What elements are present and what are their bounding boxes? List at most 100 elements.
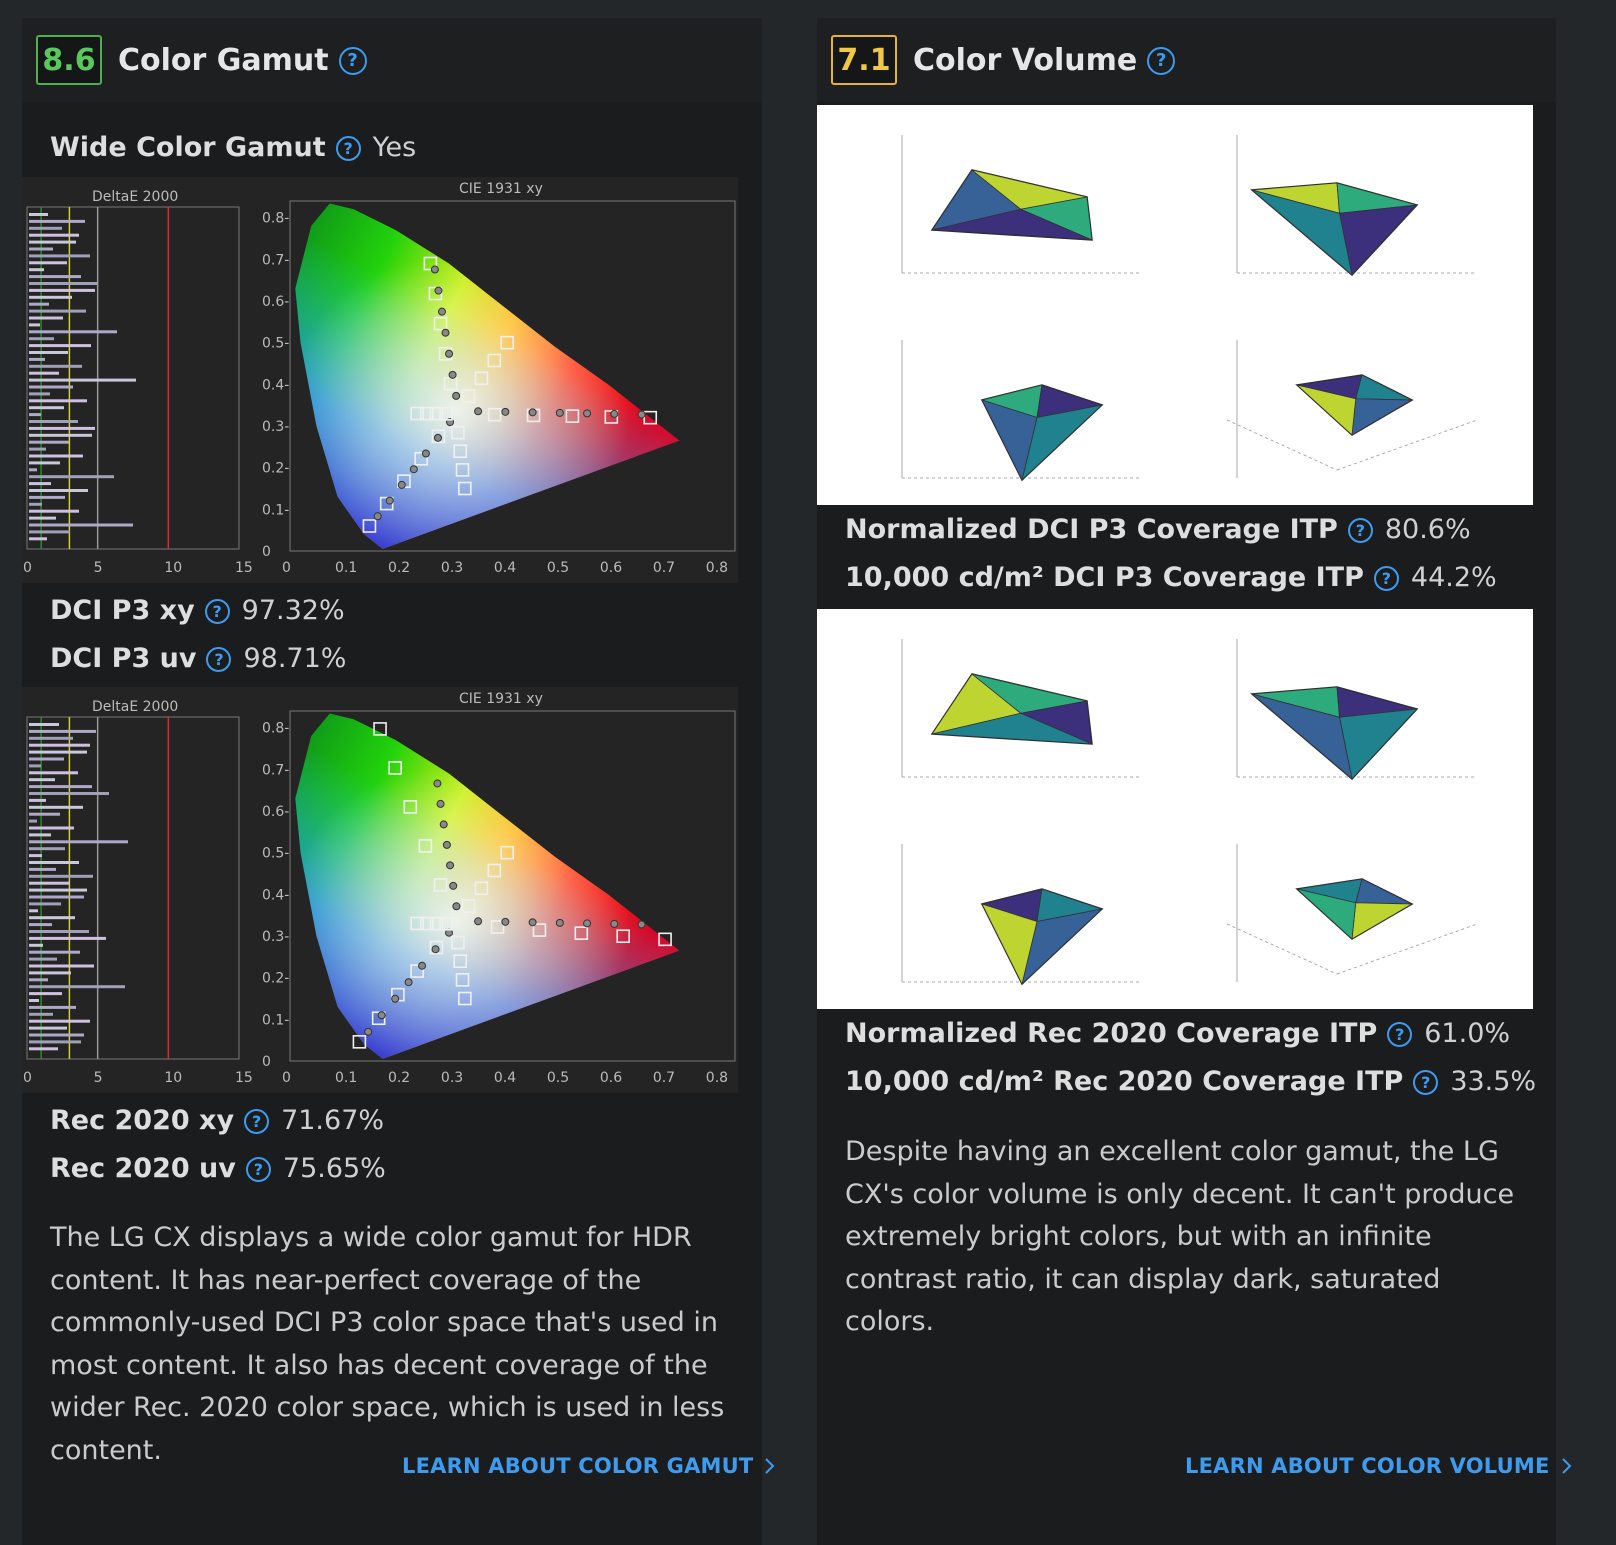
cie-y-tick-label: 0.4- [262,377,289,393]
deltae-bar [29,1019,90,1023]
deltae-frame [26,716,240,1060]
wide-color-gamut-label: Wide Color Gamut [50,132,326,163]
color-gamut-card: 8.6 Color Gamut? Wide Color Gamut? Yes 0 5… [22,18,775,1545]
deltae-bar [29,854,42,858]
cie-x-tick-label: 0.4 [494,560,516,576]
deltae-bar [29,489,88,492]
question-circle-icon[interactable]: ? [1347,518,1373,543]
learn-color-gamut-link[interactable]: LEARN ABOUT COLOR GAMUT [402,1454,777,1478]
cie-y-tick-label: 0.7- [262,252,289,268]
deltae-bar [29,819,37,823]
deltae-bar [29,357,45,361]
target-square-marker [565,409,580,423]
measured-circle-marker [409,465,418,474]
deltae-bar [29,254,90,258]
cie-x-tick-label: 0.3 [441,1070,463,1086]
learn-color-volume-link[interactable]: LEARN ABOUT COLOR VOLUME [1185,1454,1574,1478]
target-square-marker [414,451,428,466]
deltae-bar [29,468,37,472]
target-square-marker [371,1011,386,1026]
color-gamut-score-badge: 8.6 [36,35,102,85]
deltae-bar [29,482,51,486]
cie-y-tick-label: 0.3- [262,419,289,435]
measured-circle-marker [555,918,564,927]
deltae-bar [29,330,117,334]
target-square-marker [487,407,502,422]
cie-x-tick-label: 0.6 [600,560,622,576]
deltae-bar [29,213,48,216]
volume-mesh-facet [1295,888,1357,940]
cie-y-tick-label: 0.8- [262,721,289,737]
target-square-marker [487,863,502,878]
target-square-marker [474,881,489,896]
question-circle-icon[interactable]: ? [1373,566,1399,591]
volume-mesh-facet [931,208,1093,241]
deltae-bar [29,916,75,920]
question-circle-icon[interactable]: ? [206,647,232,672]
color-volume-card: 7.1 Color Volume? Normalized DCI P3 Cove… [817,18,1571,1545]
deltae-bar [29,930,89,933]
target-square-marker [643,410,658,425]
deltae-tick-label: 10 [164,560,182,576]
target-square-marker [373,722,387,736]
volume-mesh-facet [1351,902,1414,940]
target-square-marker [439,917,453,931]
deltae-bar [29,743,90,747]
measured-circle-marker [583,409,592,418]
deltae-bar [29,233,79,237]
volume-mesh-facet [1355,878,1413,905]
deltae-bar [29,399,87,403]
volume-mesh-facet [931,712,1093,745]
deltae-bar [29,861,79,864]
question-circle-icon[interactable]: ? [244,1109,270,1134]
cie-y-tick-label: 0.7- [262,762,289,778]
question-circle-icon[interactable]: ? [1387,1022,1413,1047]
normalized-rec-2020-row: Normalized Rec 2020 Coverage ITP? 61.0% [845,1018,1510,1049]
deltae-bar [29,971,71,975]
deltae-bar [29,771,78,775]
deltae-bar [29,833,51,837]
deltae-bar [29,888,87,892]
cie-y-tick-label: 0.6- [262,804,289,820]
volume-mesh-facet [1351,398,1414,436]
question-circle-icon[interactable]: ? [1147,47,1176,75]
question-circle-icon[interactable]: ? [335,136,361,161]
cie-y-tick-label: 0.2- [262,461,289,477]
deltae-bar [29,275,81,279]
deltae-bar [29,723,59,726]
color-gamut-header: 8.6 Color Gamut? [22,18,762,102]
cie-frame [289,710,736,1062]
measured-circle-marker [445,349,454,358]
cie-x-tick-label: 0.2 [388,560,410,576]
measured-circle-marker [418,961,427,970]
deltae-bar [29,895,84,899]
target-square-marker [410,916,424,931]
question-circle-icon[interactable]: ? [1413,1070,1439,1095]
question-circle-icon[interactable]: ? [245,1157,271,1182]
deltae-bar [29,288,95,292]
deltae-bar [29,943,43,947]
target-square-marker [616,929,630,944]
target-square-marker [500,845,515,860]
cie-x-tick-label: 0 [282,560,291,576]
dci-p3-color-volume-image [817,105,1533,505]
volume-mesh-facet [1295,384,1357,436]
question-circle-icon[interactable]: ? [204,599,230,624]
rec-2020-xy-row: Rec 2020 xy? 71.67% [50,1105,384,1136]
deltae-bar [29,964,94,968]
deltae-bar [29,509,79,513]
normalized-rec-2020-label: Normalized Rec 2020 Coverage ITP [845,1018,1378,1049]
target-square-marker [451,935,465,950]
color-volume-plot-svg [901,135,1478,482]
target-square-marker [429,916,444,931]
question-circle-icon[interactable]: ? [338,47,367,75]
measured-circle-marker [610,409,619,418]
deltae-bar [29,426,95,430]
measured-circle-marker [436,799,445,808]
target-square-marker [429,406,444,421]
volume-mesh-facet [1251,693,1353,781]
chevron-right-icon [765,1458,775,1474]
deltae-bar [29,1012,53,1016]
deltae-bar [29,1033,84,1037]
deltae-bar [29,999,39,1002]
